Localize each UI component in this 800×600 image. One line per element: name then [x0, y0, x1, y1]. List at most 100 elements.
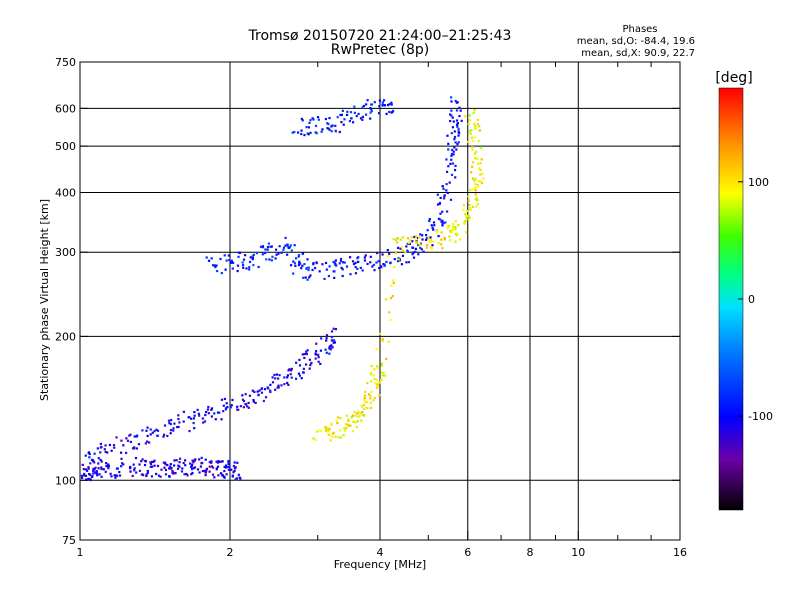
echo-point [301, 264, 304, 267]
echo-point [401, 249, 404, 252]
echo-point [343, 118, 346, 121]
echo-point [452, 150, 455, 153]
echo-point [360, 419, 363, 422]
echo-point [450, 230, 453, 234]
echo-point [430, 247, 434, 250]
echo-point [93, 468, 96, 471]
echo-point [411, 253, 414, 256]
echo-point [290, 376, 293, 379]
echo-point [447, 148, 450, 151]
echo-point [387, 255, 390, 258]
echo-point [317, 118, 320, 121]
echo-point [225, 259, 228, 262]
echo-point [170, 418, 173, 422]
echo-point [201, 469, 204, 473]
echo-point [182, 461, 185, 465]
echo-point [309, 131, 312, 134]
echo-point [449, 198, 453, 201]
echo-point [454, 99, 457, 103]
echo-point [168, 467, 171, 470]
echo-point [329, 348, 332, 351]
echo-point [441, 224, 444, 227]
echo-point [421, 234, 424, 237]
echo-point [233, 467, 237, 470]
echo-point [155, 428, 158, 431]
echo-point [200, 462, 203, 465]
echo-point [334, 328, 338, 331]
echo-point [478, 167, 481, 170]
echo-point [450, 173, 454, 176]
echo-point [412, 251, 415, 254]
echo-point [214, 266, 217, 269]
echo-point [314, 352, 317, 355]
echo-point [345, 427, 348, 430]
y-tick-label: 500 [55, 140, 76, 153]
echo-point [406, 237, 410, 240]
echo-point [162, 461, 165, 464]
echo-point [251, 256, 255, 260]
echo-point [394, 238, 398, 242]
echo-point [457, 134, 460, 137]
echo-point [474, 182, 477, 186]
echo-point [425, 237, 429, 240]
echo-point [100, 467, 103, 471]
echo-point [421, 238, 424, 241]
echo-point [336, 116, 339, 119]
echo-point [238, 476, 241, 479]
echo-point [168, 422, 171, 425]
echo-point [308, 367, 311, 370]
echo-point [189, 465, 193, 468]
echo-point [300, 129, 303, 132]
echo-point [440, 243, 443, 246]
echo-point [429, 238, 432, 242]
echo-point [378, 99, 382, 102]
echo-point [347, 419, 350, 422]
echo-point [344, 423, 348, 426]
echo-point [210, 407, 214, 410]
echo-point [307, 133, 310, 136]
echo-point [357, 410, 360, 413]
echo-point [149, 433, 152, 436]
chart-subtitle: RwPretec (8p) [331, 42, 429, 58]
echo-point [237, 251, 240, 254]
echo-point [345, 414, 349, 417]
echo-point [480, 158, 483, 161]
echo-point [479, 162, 482, 165]
echo-point [432, 240, 435, 243]
echo-point [204, 458, 207, 461]
echo-point [269, 389, 272, 392]
echo-point [144, 459, 147, 463]
echo-point [476, 198, 479, 201]
echo-point [347, 418, 350, 421]
echo-point [458, 114, 461, 118]
echo-point [233, 469, 236, 473]
echo-point [301, 252, 305, 255]
echo-point [271, 376, 274, 379]
y-axis-label: Stationary phase Virtual Height [km] [38, 199, 51, 401]
echo-point [245, 267, 248, 270]
echo-point [467, 218, 470, 221]
echo-point [328, 347, 331, 350]
echo-point [211, 466, 215, 469]
echo-point [215, 460, 218, 463]
echo-point [449, 119, 452, 123]
echo-point [220, 398, 224, 401]
echo-point [207, 405, 210, 409]
echo-point [267, 387, 270, 390]
echo-point [303, 352, 306, 356]
echo-point [289, 373, 292, 376]
echo-point [341, 274, 344, 278]
echo-point [96, 474, 99, 477]
echo-point [222, 410, 225, 413]
echo-point [129, 470, 132, 473]
echo-point [311, 268, 314, 272]
echo-point [378, 394, 381, 397]
echo-point [396, 259, 400, 263]
echo-point [325, 351, 328, 354]
echo-point [393, 265, 396, 269]
echo-point [224, 408, 228, 411]
echo-point [286, 253, 289, 256]
echo-point [286, 381, 289, 385]
echo-point [314, 438, 318, 441]
echo-point [389, 318, 392, 322]
